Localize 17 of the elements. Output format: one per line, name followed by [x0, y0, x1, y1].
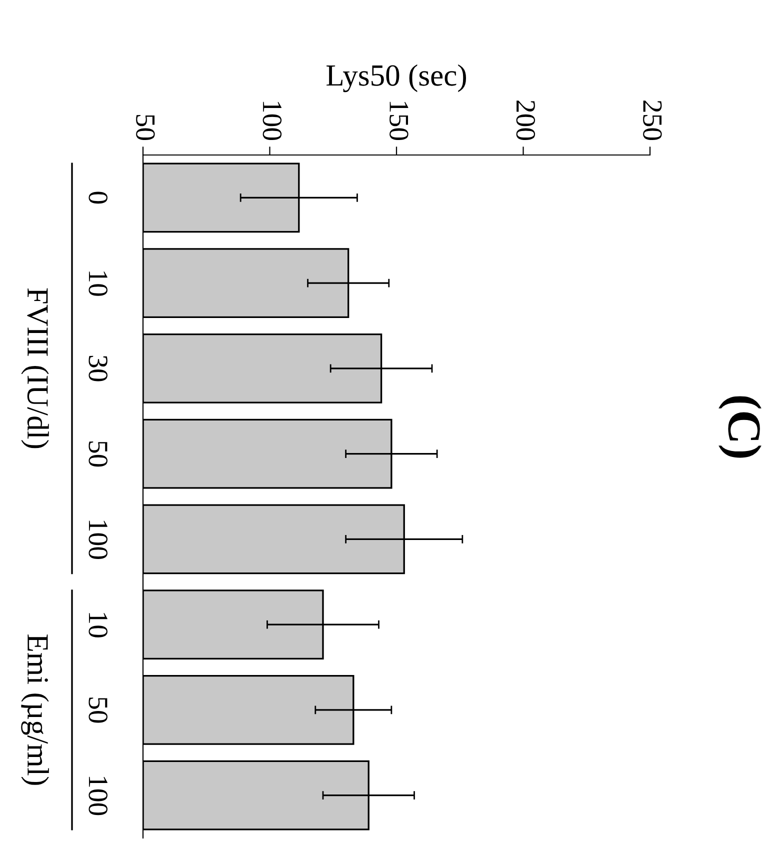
text: (C) [718, 396, 762, 458]
x-tick-label: 200 [516, 100, 536, 140]
y-tick-label: 10 [88, 613, 108, 638]
y-tick-label: 50 [88, 698, 108, 723]
y-tick-label: 30 [88, 356, 108, 382]
x-tick-label: 100 [262, 102, 282, 140]
x-axis-title: Lys50 (sec) [326, 64, 466, 92]
x-tick-label: 250 [643, 100, 662, 140]
text: Emi (µg/ml) [21, 634, 49, 785]
x-tick-label: 50 [136, 114, 155, 140]
y-tick-label: 100 [88, 520, 108, 559]
y-tick-label: 10 [88, 272, 108, 296]
y-tick-label: 0 [88, 192, 108, 204]
x-tick-label: 150 [390, 102, 408, 140]
y-tick-label: 50 [88, 442, 108, 467]
y-tick-label: 100 [88, 776, 108, 816]
text: FVIII (IU/dl) [21, 288, 49, 448]
